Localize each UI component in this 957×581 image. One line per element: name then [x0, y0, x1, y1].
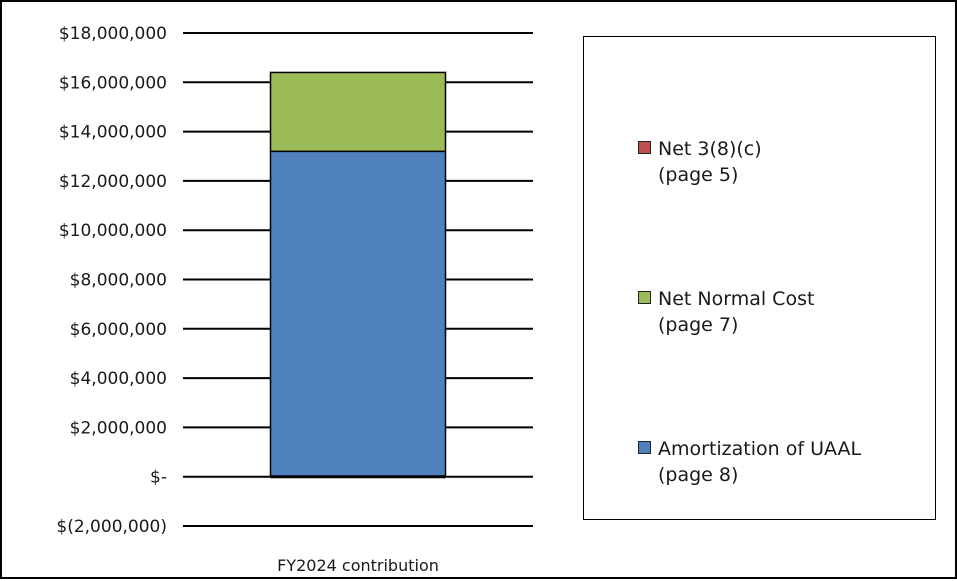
bar-segment-amortization-of-uaal	[271, 151, 446, 476]
y-tick-label: $-	[150, 468, 167, 488]
legend-label-amortization-of-uaal: Amortization of UAAL	[658, 436, 861, 462]
legend-label-net-3-8-c: Net 3(8)(c)	[658, 136, 762, 162]
legend-note-net-normal-cost: (page 7)	[658, 312, 814, 338]
legend-swatch-net-3-8-c	[638, 141, 651, 154]
y-tick-label: $10,000,000	[59, 221, 167, 241]
x-category-label: FY2024 contribution	[277, 556, 439, 575]
y-tick-label: $18,000,000	[59, 24, 167, 44]
y-tick-label: $(2,000,000)	[56, 517, 167, 537]
y-tick-label: $2,000,000	[70, 418, 167, 438]
bar-segment-net-normal-cost	[271, 72, 446, 151]
y-tick-label: $14,000,000	[59, 123, 167, 143]
legend-swatch-amortization-of-uaal	[638, 441, 651, 454]
y-tick-label: $6,000,000	[70, 320, 167, 340]
legend-note-amortization-of-uaal: (page 8)	[658, 462, 861, 488]
legend-swatch-net-normal-cost	[638, 291, 651, 304]
y-tick-label: $12,000,000	[59, 172, 167, 192]
y-tick-label: $8,000,000	[70, 271, 167, 291]
chart-legend: Net 3(8)(c) (page 5) Net Normal Cost (pa…	[583, 36, 936, 520]
y-tick-label: $4,000,000	[70, 369, 167, 389]
legend-note-net-3-8-c: (page 5)	[658, 162, 762, 188]
legend-label-net-normal-cost: Net Normal Cost	[658, 286, 814, 312]
y-tick-label: $16,000,000	[59, 73, 167, 93]
